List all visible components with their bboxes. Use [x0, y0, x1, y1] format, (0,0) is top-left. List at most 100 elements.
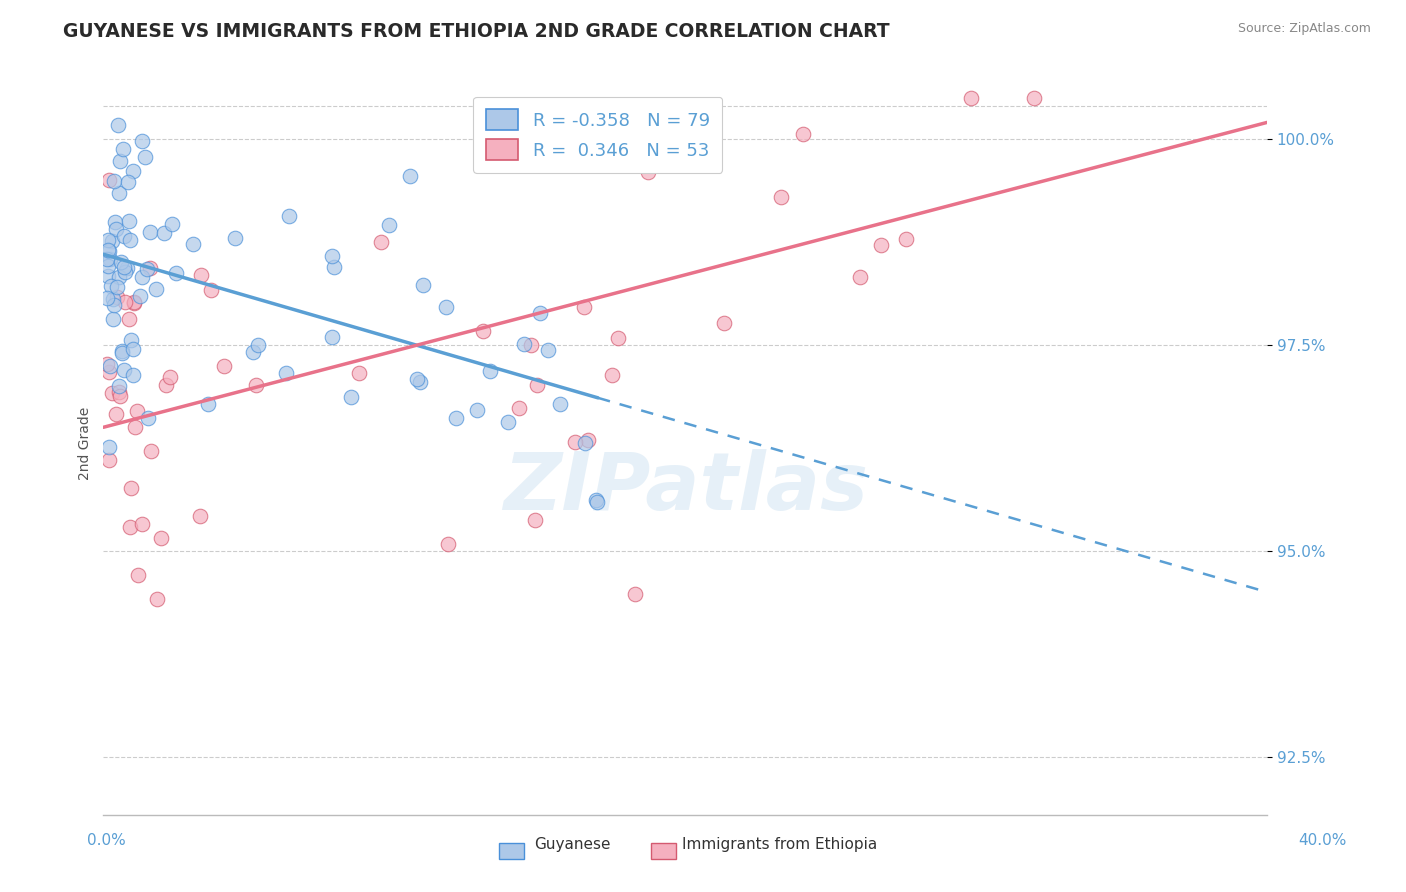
Point [564, 434, 586, 449]
Point [212, 359, 235, 373]
Point [513, 337, 536, 351]
Point [110, 254, 132, 268]
Point [508, 401, 530, 415]
Point [770, 190, 793, 204]
Point [624, 587, 647, 601]
Text: Guyanese: Guyanese [534, 838, 610, 852]
Point [849, 270, 872, 285]
Legend: R = -0.358   N = 79, R =  0.346   N = 53: R = -0.358 N = 79, R = 0.346 N = 53 [474, 97, 723, 173]
Point [471, 325, 494, 339]
Point [127, 567, 149, 582]
Point [104, 407, 127, 421]
Point [713, 316, 735, 330]
Point [124, 420, 146, 434]
Point [101, 386, 124, 401]
Point [607, 331, 630, 345]
Point [103, 298, 125, 312]
Point [600, 368, 623, 382]
Text: Immigrants from Ethiopia: Immigrants from Ethiopia [682, 838, 877, 852]
Point [152, 227, 174, 241]
Point [165, 266, 187, 280]
Point [96, 252, 118, 266]
Point [108, 186, 131, 200]
Point [131, 134, 153, 148]
Point [370, 235, 392, 250]
Point [120, 481, 142, 495]
Point [245, 378, 267, 392]
Point [585, 493, 607, 508]
Point [122, 164, 145, 178]
Point [122, 295, 145, 310]
Point [478, 364, 501, 378]
Point [101, 311, 124, 326]
Text: Source: ZipAtlas.com: Source: ZipAtlas.com [1237, 22, 1371, 36]
Point [869, 238, 891, 252]
Point [120, 333, 142, 347]
Point [122, 296, 145, 310]
Point [339, 390, 361, 404]
Point [242, 345, 264, 359]
Point [190, 268, 212, 282]
Point [224, 231, 246, 245]
Point [101, 293, 124, 307]
Point [105, 290, 128, 304]
Point [98, 244, 121, 258]
Point [321, 330, 343, 344]
Point [100, 279, 122, 293]
Point [105, 222, 128, 236]
Point [347, 366, 370, 380]
Point [114, 295, 136, 310]
Point [107, 118, 129, 132]
Point [97, 259, 120, 273]
Point [465, 403, 488, 417]
Point [129, 289, 152, 303]
Point [111, 346, 134, 360]
Text: 40.0%: 40.0% [1299, 833, 1347, 847]
Point [246, 338, 269, 352]
Point [98, 453, 121, 467]
Point [110, 153, 132, 168]
Point [107, 270, 129, 285]
Point [108, 389, 131, 403]
Point [115, 260, 138, 275]
Point [146, 591, 169, 606]
Point [139, 443, 162, 458]
Point [574, 436, 596, 450]
Point [97, 243, 120, 257]
Point [100, 234, 122, 248]
Point [131, 516, 153, 531]
Point [183, 237, 205, 252]
Y-axis label: 2nd Grade: 2nd Grade [79, 407, 93, 481]
Point [550, 397, 572, 411]
Point [434, 300, 457, 314]
Point [959, 91, 981, 105]
Point [111, 343, 134, 358]
Point [138, 260, 160, 275]
Point [398, 169, 420, 184]
Point [200, 283, 222, 297]
Point [586, 494, 609, 508]
Point [135, 262, 157, 277]
Point [149, 531, 172, 545]
Point [97, 233, 120, 247]
Point [117, 175, 139, 189]
Point [159, 370, 181, 384]
Point [98, 252, 121, 266]
Point [97, 268, 120, 283]
Point [118, 520, 141, 534]
Point [155, 377, 177, 392]
Point [134, 149, 156, 163]
Point [103, 174, 125, 188]
Point [323, 260, 346, 275]
Point [896, 232, 918, 246]
Point [529, 306, 551, 320]
Point [120, 233, 142, 247]
Point [637, 165, 659, 179]
Point [98, 365, 121, 379]
Point [496, 415, 519, 429]
Point [108, 378, 131, 392]
Point [792, 128, 814, 142]
Point [436, 537, 458, 551]
Point [520, 338, 543, 352]
Point [100, 359, 122, 373]
